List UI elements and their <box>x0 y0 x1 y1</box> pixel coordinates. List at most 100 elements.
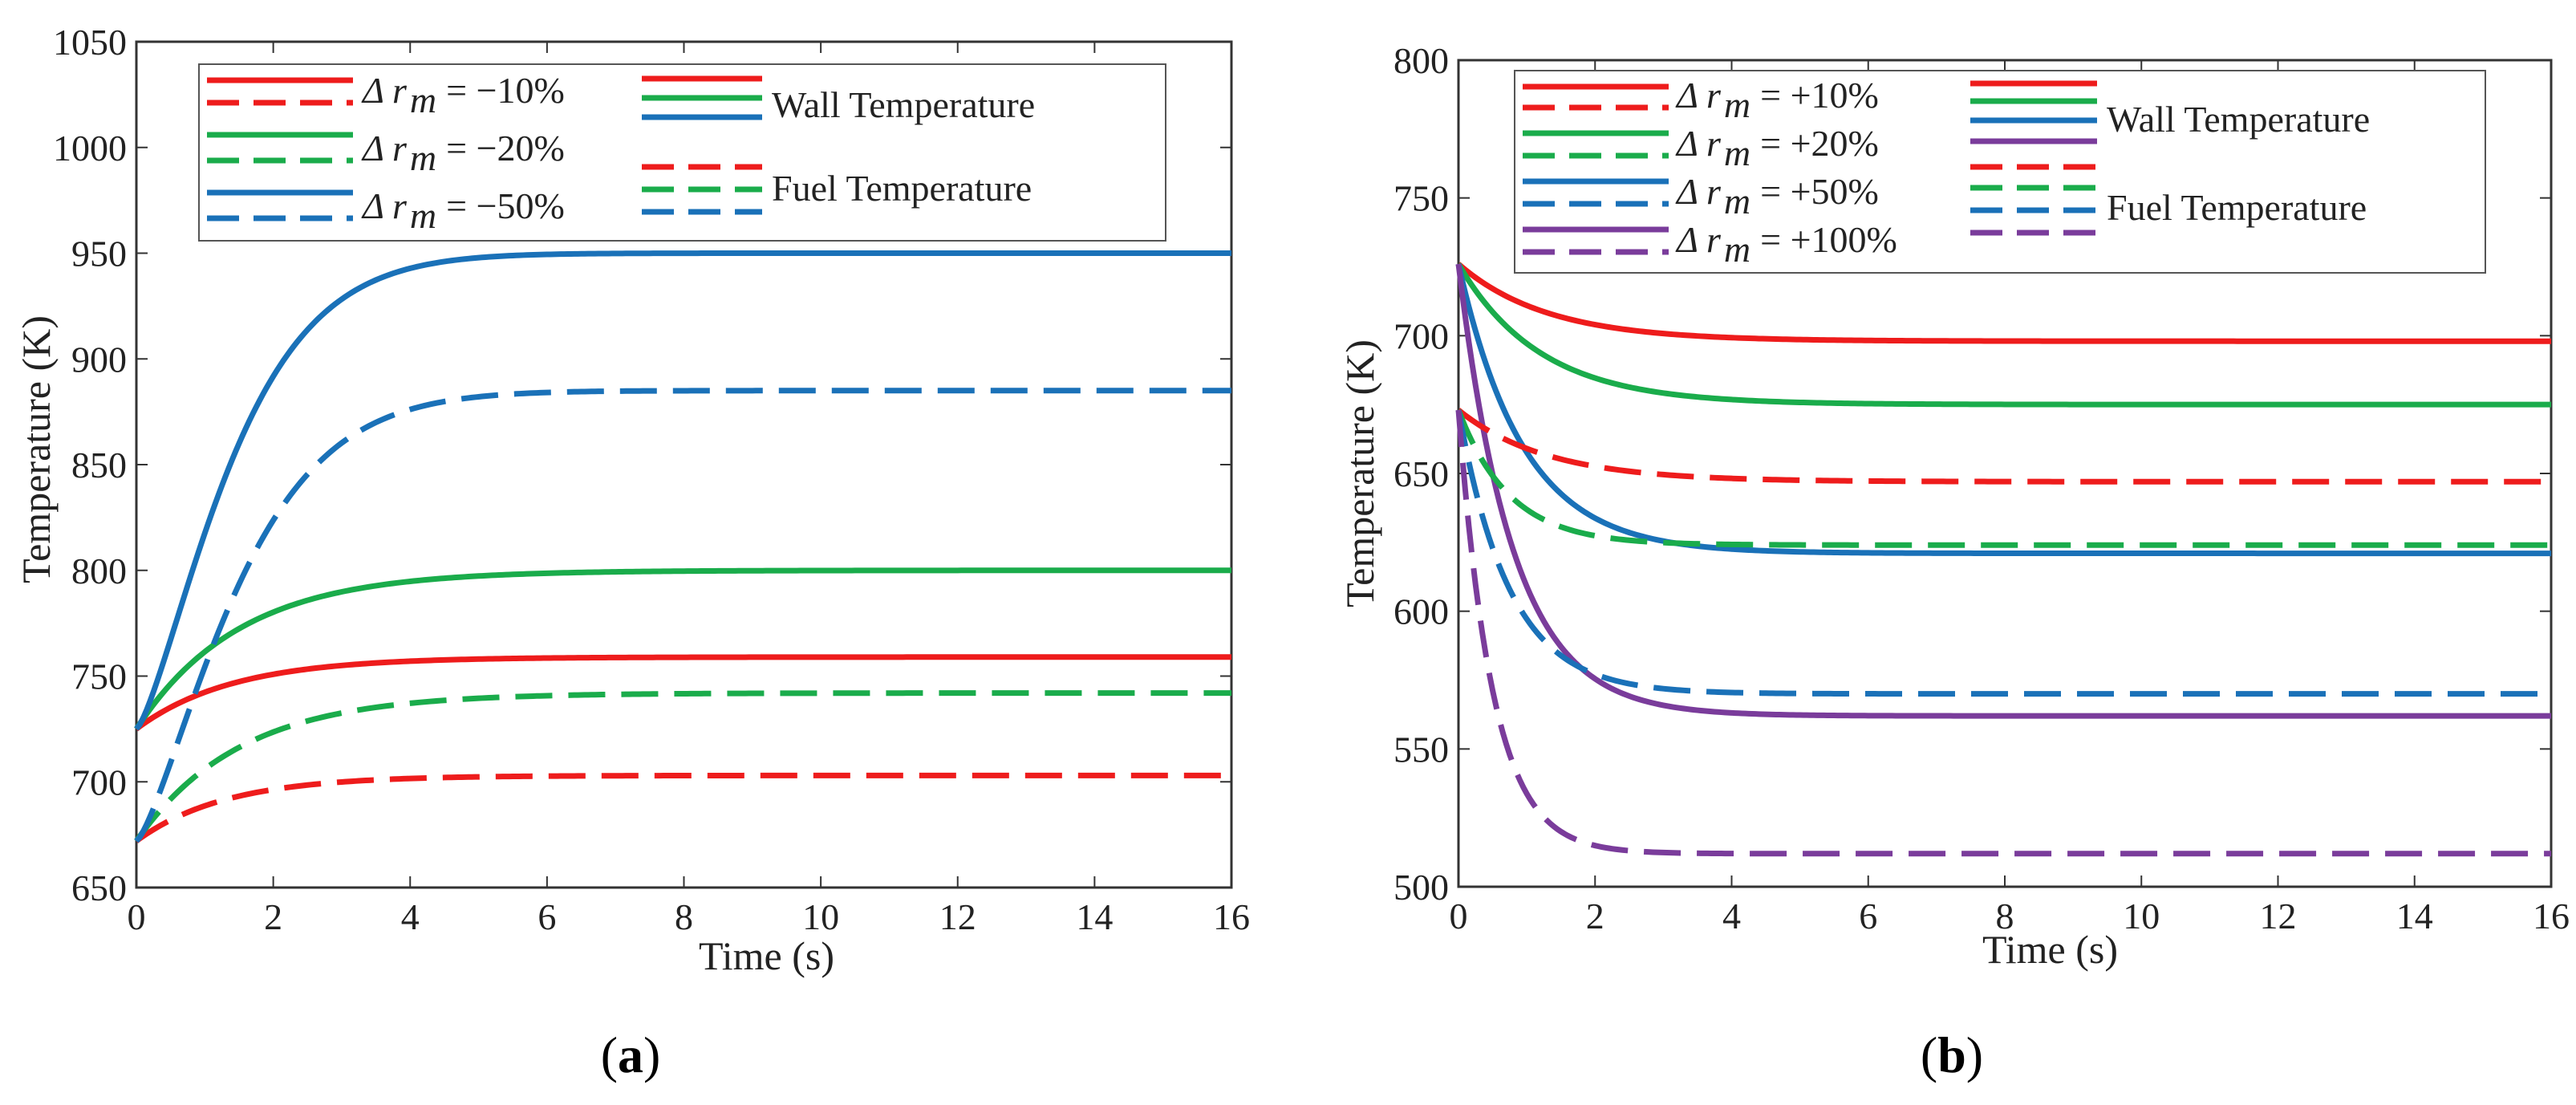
y-tick-label: 800 <box>1393 40 1449 81</box>
panel-a-caption-letter: a <box>618 1026 643 1083</box>
legend-delta: Δ <box>361 128 384 169</box>
panel-a-x-ticks: 0 2 4 6 8 10 12 14 16 <box>128 42 1250 937</box>
legend-fuel-label: Fuel Temperature <box>772 168 1032 209</box>
y-tick-label: 750 <box>1393 178 1449 219</box>
legend-group-wall: Wall Temperature <box>642 75 1035 125</box>
legend-b-value-plus10: = +10% <box>1760 75 1879 116</box>
y-tick-label: 600 <box>1393 591 1449 632</box>
x-tick-label: 6 <box>1859 896 1877 936</box>
legend-value-minus50: = −50% <box>446 185 565 226</box>
x-tick-label: 12 <box>2260 896 2297 936</box>
series-line-a-5 <box>134 388 1231 843</box>
panel-b-x-axis-label: Time (s) <box>1982 927 2118 972</box>
series-line-b-0 <box>1456 262 2551 344</box>
legend-var: r <box>1706 75 1722 116</box>
x-tick-label: 14 <box>2396 896 2433 936</box>
panel-a-x-axis-label: Time (s) <box>699 933 834 978</box>
legend-value-minus10: = −10% <box>446 70 565 111</box>
legend-delta: Δ <box>361 185 384 226</box>
x-tick-label: 2 <box>264 896 282 937</box>
y-tick-label: 700 <box>71 762 127 802</box>
series-line-b-5 <box>1455 408 2551 548</box>
x-tick-label: 8 <box>1996 896 2014 936</box>
x-tick-label: 16 <box>2533 896 2570 936</box>
series-line-a-4 <box>134 690 1231 843</box>
legend-b-group-fuel: Fuel Temperature <box>1970 164 2367 236</box>
panel-b-y-axis-label: Temperature (K) <box>1337 339 1382 607</box>
y-tick-label: 1050 <box>53 22 127 63</box>
legend-b-fuel-label: Fuel Temperature <box>2107 187 2367 228</box>
y-tick-label: 750 <box>71 656 127 697</box>
x-tick-label: 12 <box>939 896 976 937</box>
y-tick-label: 900 <box>71 339 127 380</box>
panel-b-series <box>1455 262 2551 857</box>
x-tick-label: 4 <box>401 896 420 937</box>
legend-sub: m <box>410 137 436 178</box>
panel-a-legend: Δ r m = −10% Δ r m = −20% <box>198 63 1166 242</box>
legend-b-entry-plus50: Δ r m = +50% <box>1523 171 1879 221</box>
series-line-a-2 <box>134 250 1231 731</box>
legend-sub: m <box>1724 181 1750 221</box>
panel-a-series <box>134 250 1231 843</box>
legend-b-value-plus50: = +50% <box>1760 171 1879 212</box>
legend-b-label-plus20: Δ r m = +20% <box>1675 123 1879 173</box>
series-line-a-1 <box>134 567 1231 731</box>
legend-var: r <box>392 70 408 111</box>
legend-label-minus10: Δ r m = −10% <box>361 70 565 120</box>
y-tick-label: 700 <box>1393 315 1449 356</box>
x-tick-label: 10 <box>2123 896 2160 936</box>
y-tick-label: 650 <box>71 867 127 908</box>
series-line-b-7 <box>1455 409 2551 857</box>
legend-b-wall-label: Wall Temperature <box>2107 99 2370 140</box>
y-tick-label: 650 <box>1393 453 1449 494</box>
legend-delta: Δ <box>361 70 384 111</box>
legend-sub: m <box>1724 84 1750 125</box>
legend-b-entry-plus100: Δ r m = +100% <box>1523 219 1897 270</box>
y-tick-label: 1000 <box>53 128 127 169</box>
panel-b-x-ticks: 0 2 4 6 8 10 12 14 16 <box>1450 60 2570 936</box>
legend-sub: m <box>410 79 436 120</box>
legend-entry-minus50: Δ r m = −50% <box>207 185 565 236</box>
series-line-a-3 <box>134 772 1231 843</box>
series-line-b-4 <box>1456 408 2551 485</box>
legend-sub: m <box>1724 229 1750 270</box>
legend-wall-label: Wall Temperature <box>772 84 1035 125</box>
y-tick-label: 500 <box>1393 867 1449 908</box>
legend-b-label-plus100: Δ r m = +100% <box>1675 219 1897 270</box>
legend-value-minus20: = −20% <box>446 128 565 169</box>
x-tick-label: 16 <box>1213 896 1250 937</box>
legend-var: r <box>392 185 408 226</box>
legend-label-minus20: Δ r m = −20% <box>361 128 565 178</box>
legend-sub: m <box>1724 132 1750 173</box>
series-line-b-3 <box>1455 263 2551 719</box>
y-tick-label: 850 <box>71 445 127 485</box>
y-tick-label: 550 <box>1393 729 1449 770</box>
x-tick-label: 2 <box>1586 896 1604 936</box>
x-tick-label: 8 <box>675 896 693 937</box>
panel-a-caption: (a) <box>601 1026 661 1083</box>
x-tick-label: 6 <box>538 896 556 937</box>
panel-b-chart: 500 550 600 650 700 750 800 0 2 4 6 8 10 12 14 16 Time… <box>1337 40 2570 1083</box>
legend-b-value-plus20: = +20% <box>1760 123 1879 164</box>
panel-b-legend: Δ r m = +10% Δ r m = +20% <box>1514 70 2486 274</box>
series-line-b-6 <box>1455 409 2551 697</box>
legend-delta: Δ <box>1675 171 1698 212</box>
panel-b-caption: (b) <box>1921 1026 1983 1083</box>
x-tick-label: 14 <box>1076 896 1113 937</box>
legend-sub: m <box>410 195 436 236</box>
legend-b-entry-plus20: Δ r m = +20% <box>1523 123 1879 173</box>
x-tick-label: 0 <box>128 896 146 937</box>
legend-entry-minus20: Δ r m = −20% <box>207 128 565 178</box>
legend-delta: Δ <box>1675 219 1698 260</box>
panel-b-legend-box <box>1514 70 2486 274</box>
panel-a-legend-box <box>198 63 1166 242</box>
legend-b-label-plus50: Δ r m = +50% <box>1675 171 1879 221</box>
legend-delta: Δ <box>1675 75 1698 116</box>
x-tick-label: 10 <box>802 896 839 937</box>
panel-a-y-ticks: 650 700 750 800 850 900 950 1000 1050 <box>53 22 1231 908</box>
legend-b-entry-plus10: Δ r m = +10% <box>1523 75 1879 125</box>
legend-b-label-plus10: Δ r m = +10% <box>1675 75 1879 125</box>
legend-group-fuel: Fuel Temperature <box>642 164 1032 215</box>
series-line-b-1 <box>1455 262 2551 408</box>
